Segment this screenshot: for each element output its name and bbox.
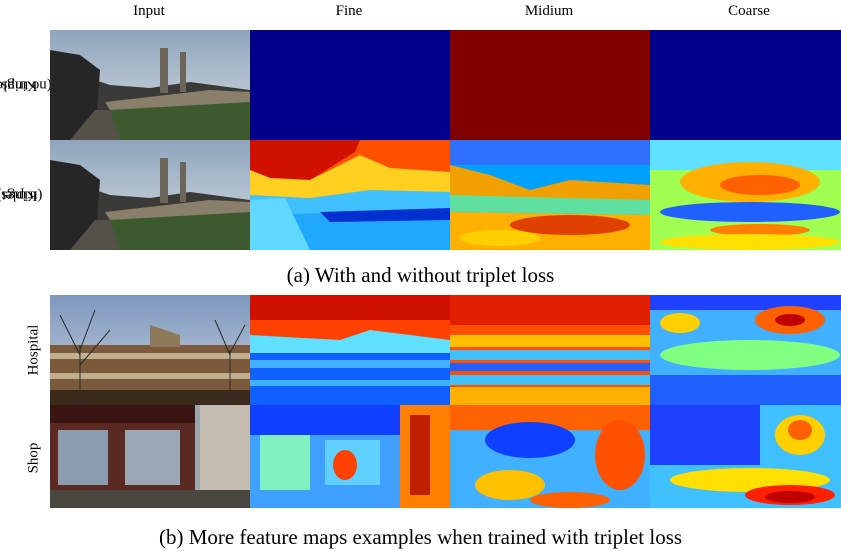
kings-input-photo bbox=[50, 30, 250, 140]
kings-triplet-fine-map bbox=[250, 140, 450, 250]
shop-medium-map bbox=[450, 405, 650, 508]
hospital-medium-map bbox=[450, 295, 650, 405]
kings-triplet-input-photo bbox=[50, 140, 250, 250]
shop-coarse-map bbox=[650, 405, 841, 508]
column-header-fine: Fine bbox=[335, 3, 363, 19]
column-header-coarse: Coarse bbox=[728, 3, 770, 19]
caption-b: (b) More feature maps examples when trai… bbox=[158, 525, 683, 549]
kings-triplet-coarse-map bbox=[650, 140, 841, 250]
shop-fine-map bbox=[250, 405, 450, 508]
kings-no-triplet-medium-map bbox=[450, 30, 650, 140]
column-header-medium: Midium bbox=[524, 3, 574, 19]
hospital-input-photo bbox=[50, 295, 250, 405]
caption-a: (a) With and without triplet loss bbox=[286, 263, 555, 287]
shop-input-photo bbox=[50, 405, 250, 508]
hospital-coarse-map bbox=[650, 295, 841, 405]
hospital-fine-map bbox=[250, 295, 450, 405]
kings-no-triplet-fine-map bbox=[250, 30, 450, 140]
kings-no-triplet-coarse-map bbox=[650, 30, 841, 140]
kings-triplet-medium-map bbox=[450, 140, 650, 250]
column-header-input: Input bbox=[133, 3, 165, 19]
